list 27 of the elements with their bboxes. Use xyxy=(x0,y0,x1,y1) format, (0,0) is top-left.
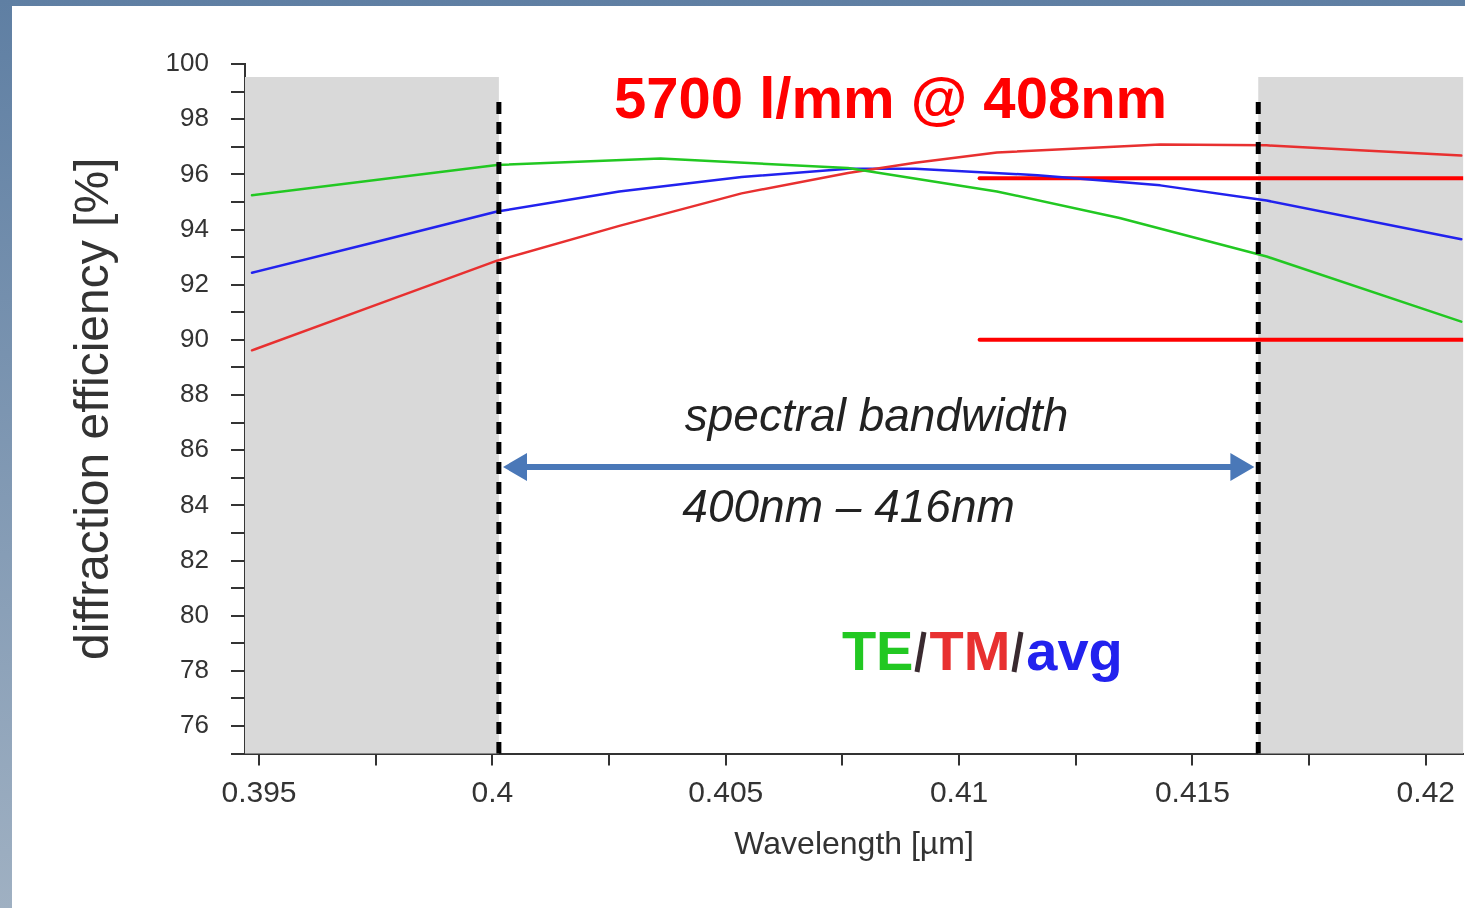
y-axis-title: diffraction efficiency [%] xyxy=(65,157,119,661)
x-tick-label: 0.4 xyxy=(471,774,514,808)
y-tick-label: 76 xyxy=(180,709,209,740)
y-tick-label: 86 xyxy=(180,433,209,464)
annotation: 400nm – 416nm xyxy=(682,480,1015,533)
x-tick-label: 0.405 xyxy=(688,774,764,808)
y-tick-label: 88 xyxy=(180,378,209,409)
annotation: spectral bandwidth xyxy=(684,388,1069,441)
text: TM xyxy=(929,618,1011,682)
x-tick-label: 0.395 xyxy=(221,774,297,808)
text: avg xyxy=(1026,618,1123,682)
x-axis-title: Wavelength [µm] xyxy=(734,824,974,861)
y-tick-label: 92 xyxy=(180,267,209,298)
x-tick-label: 0.42 xyxy=(1396,774,1455,808)
y-tick-label: 78 xyxy=(180,654,209,685)
y-tick-label: 82 xyxy=(180,543,209,574)
y-tick-label: 100 xyxy=(165,47,209,78)
y-tick-label: 84 xyxy=(180,488,209,519)
y-tick-label: 96 xyxy=(180,157,209,188)
x-tick-label: 0.41 xyxy=(929,774,989,808)
text: TE xyxy=(841,618,914,682)
y-tick-label: 80 xyxy=(180,598,209,629)
x-tick-label: 0.415 xyxy=(1154,774,1230,808)
y-tick-label: 98 xyxy=(180,102,209,133)
chart-title: 5700 l/mm @ 408nm xyxy=(614,65,1168,130)
y-tick-label: 90 xyxy=(180,323,209,354)
y-tick-label: 94 xyxy=(180,212,209,243)
